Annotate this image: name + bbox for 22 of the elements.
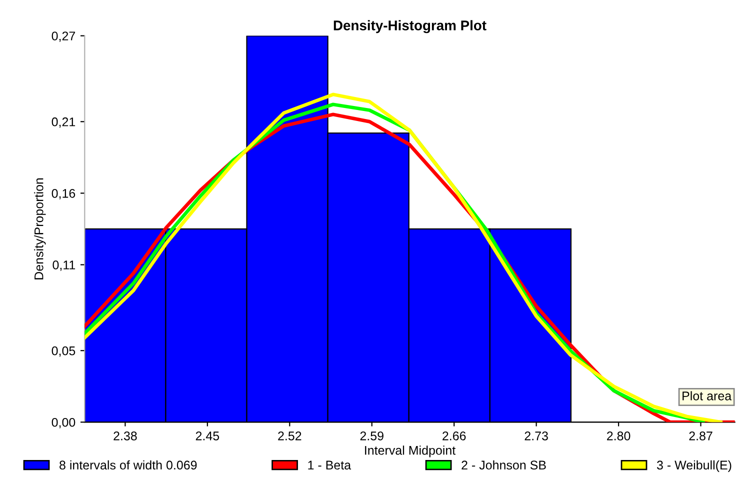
y-tick-label: 0,16 — [52, 188, 76, 200]
y-tick-label: 0,00 — [52, 418, 76, 428]
y-tick-label: 0,05 — [52, 346, 76, 357]
x-tick-label: 2.45 — [196, 432, 220, 440]
x-tick-label: 2.59 — [360, 432, 384, 440]
chart-title: Density-Histogram Plot — [334, 20, 486, 34]
legend-label: 3 - Weibull(E) — [656, 460, 732, 472]
y-tick-label: 0,21 — [52, 117, 76, 128]
x-axis-title: Interval Midpoint — [365, 446, 456, 458]
y-tick-label: 0,11 — [52, 260, 76, 271]
legend-label: 8 intervals of width 0.069 — [60, 460, 197, 470]
legend-label: 1 - Beta — [308, 460, 352, 470]
x-tick-label: 2.87 — [689, 432, 712, 440]
x-tick-label: 2.73 — [524, 432, 548, 440]
x-tick-label: 2.80 — [607, 432, 630, 440]
legend-label: 2 - Johnson SB — [462, 460, 546, 470]
x-tick-label: 2.52 — [278, 432, 302, 440]
x-tick-label: 2.38 — [114, 432, 137, 440]
y-tick-label: 0,27 — [52, 32, 76, 42]
annotation: Plot area — [682, 391, 732, 400]
x-tick-label: 2.66 — [442, 432, 466, 440]
y-axis-title: Density/Proportion — [34, 178, 46, 280]
